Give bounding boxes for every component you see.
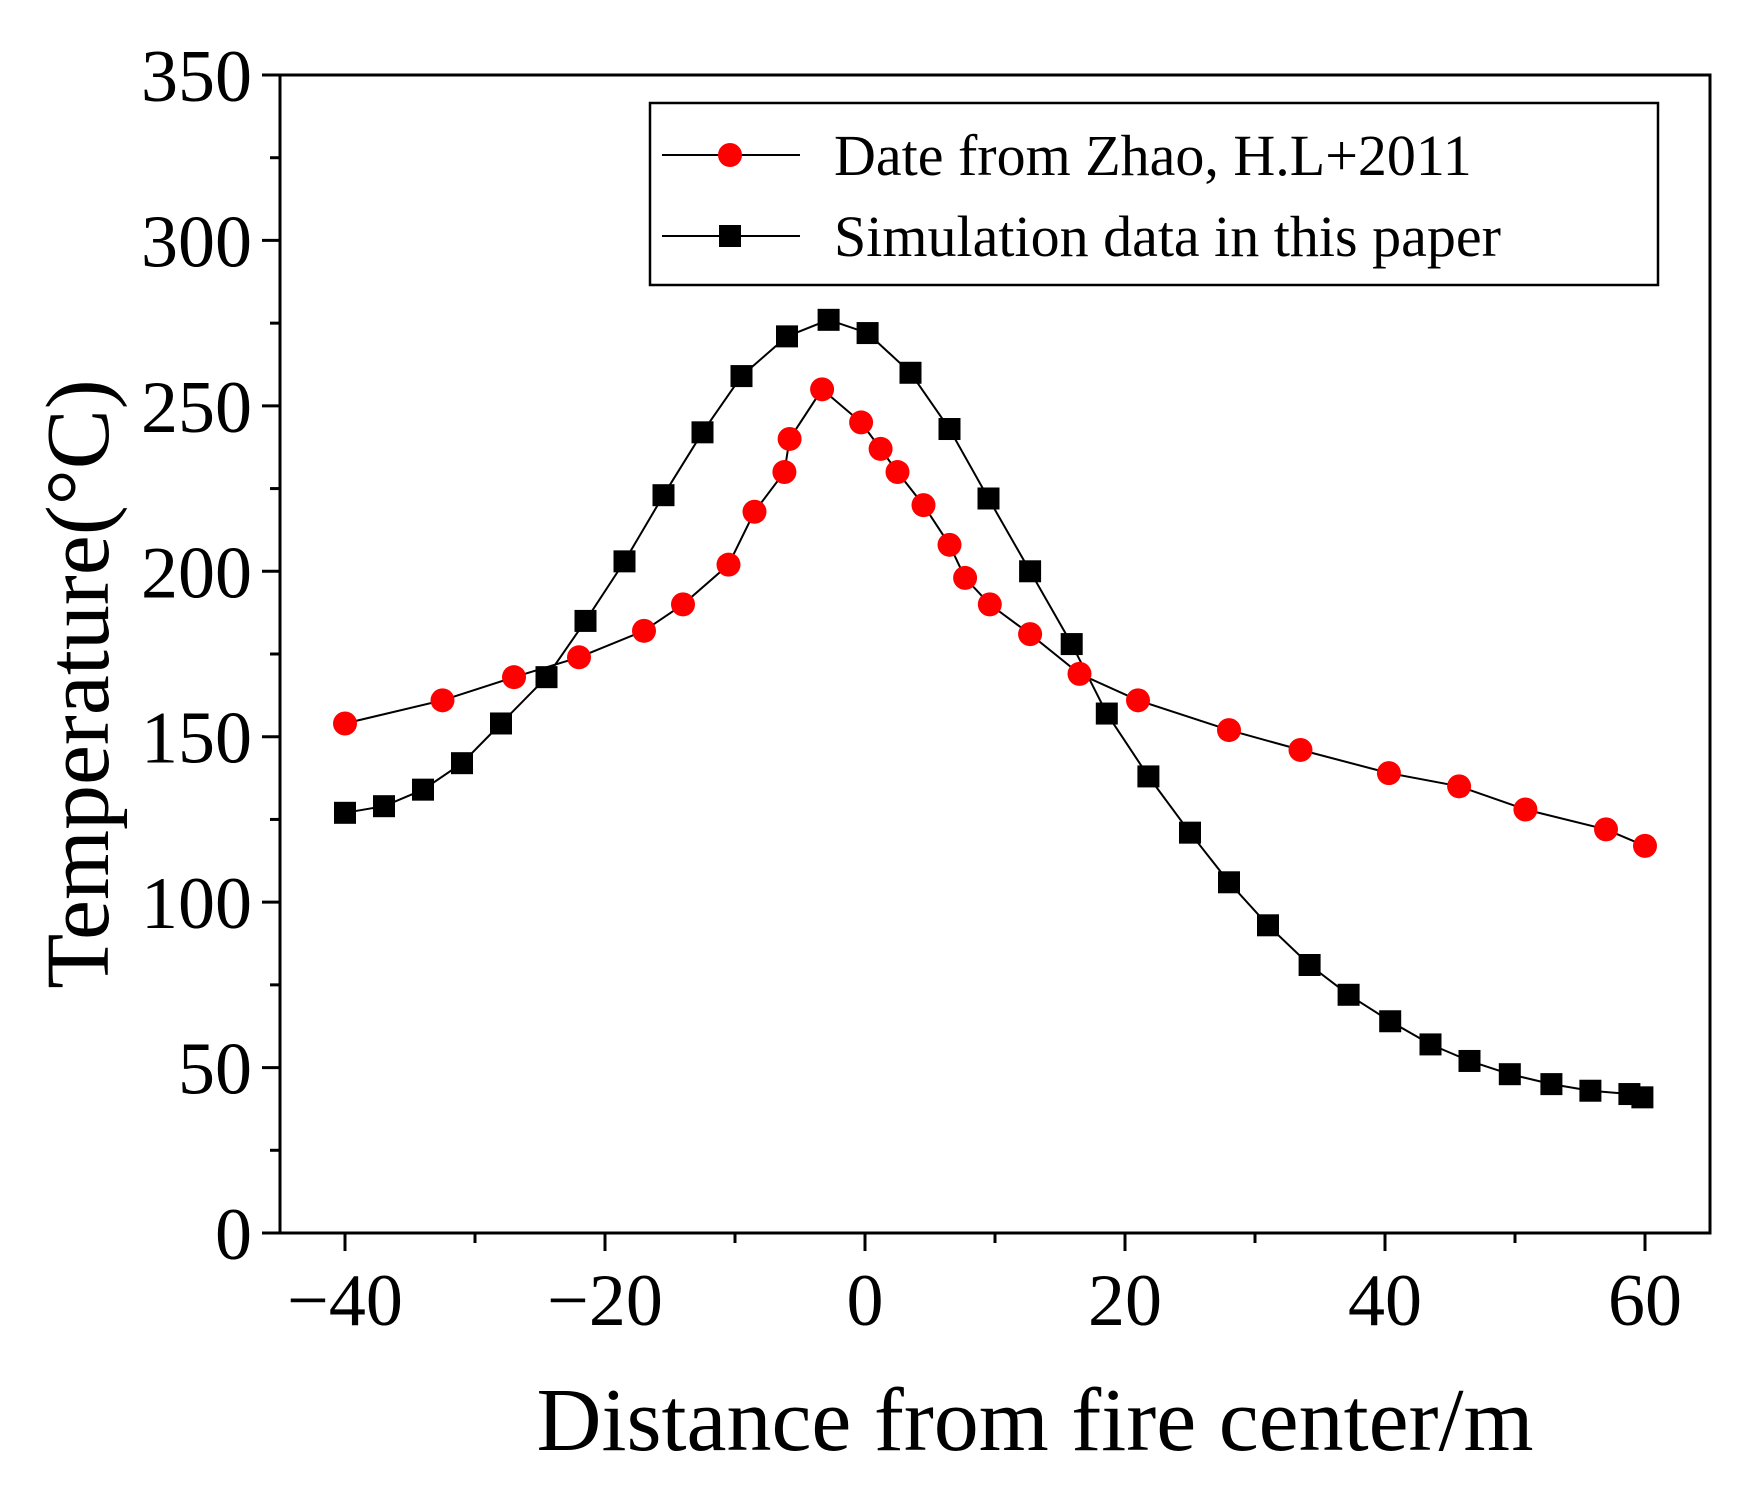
x-tick-label: −20 [547,1260,663,1342]
tick-labels: −40 −20 0 20 40 60 0 50 100 150 200 250 300 350 [141,36,1682,1342]
data-point-square [613,550,636,573]
y-tick-label: 100 [141,863,252,945]
data-point-circle [1594,817,1618,842]
data-point-square [1218,871,1240,894]
series-line [344,387,1646,847]
series-simulation [334,308,1654,1109]
data-point-circle [333,711,357,736]
legend: Date from Zhao, H.L+2011 Simulation data … [648,101,1660,287]
data-point-square [373,795,395,818]
data-point-square [1137,765,1160,788]
data-point-circle [567,645,591,670]
data-point-square [1019,560,1042,583]
data-point-square [938,418,961,441]
data-point-circle [430,688,455,713]
data-point-circle [1067,661,1092,686]
data-point-square [730,365,753,388]
data-point-square [412,778,434,801]
x-tick-label: −40 [287,1260,403,1342]
data-point-circle [1376,761,1401,786]
y-tick-label: 150 [141,698,252,780]
y-tick-label: 200 [141,532,252,614]
data-point-square [1540,1073,1563,1096]
data-point-square [334,801,356,824]
data-point-circle [977,592,1002,617]
data-point-square [1498,1063,1521,1086]
data-point-circle [868,436,893,461]
data-point-square [1095,702,1118,725]
data-point-square [535,666,558,689]
data-point-circle [671,592,695,617]
y-tick-label: 300 [141,201,252,283]
data-point-square [856,322,879,345]
data-point-circle [1447,774,1472,799]
series-layer [333,308,1657,1109]
data-point-square [652,484,675,507]
series-zhao-2011 [333,377,1657,858]
data-point-circle [502,665,526,690]
data-point-circle [911,493,936,518]
data-point-square [1257,914,1279,937]
plot-frame [278,73,1712,1235]
y-tick-label: 250 [141,367,252,449]
y-tick-label: 350 [141,36,252,118]
data-point-circle [742,499,767,524]
data-point-circle [1018,622,1043,647]
legend-marker-square [719,225,741,247]
y-tick-label: 0 [215,1194,252,1276]
data-point-circle [1217,718,1241,743]
legend-label: Simulation data in this paper [834,204,1501,269]
data-point-square [490,712,512,735]
legend-label: Date from Zhao, H.L+2011 [834,123,1472,188]
data-point-square [451,752,473,775]
x-tick-label: 0 [847,1260,884,1342]
data-point-circle [772,460,797,485]
data-point-circle [937,532,962,557]
data-point-circle [1513,797,1538,822]
data-point-circle [885,460,910,485]
data-point-square [977,487,1000,510]
y-axis-title: Temperature(°C) [29,379,128,988]
legend-entry: Date from Zhao, H.L+2011 [662,123,1472,188]
data-point-circle [953,565,978,590]
data-point-square [899,361,922,384]
data-point-circle [849,410,874,435]
legend-box [648,101,1660,287]
data-point-circle [1288,737,1313,762]
data-point-square [691,421,714,444]
data-point-square [1379,1010,1402,1033]
data-point-circle [632,618,656,643]
x-axis-title: Distance from fire center/m [536,1371,1533,1470]
data-point-circle [1126,688,1150,713]
x-tick-label: 40 [1348,1260,1422,1342]
data-point-square [1631,1086,1654,1109]
data-point-square [776,325,798,348]
data-point-circle [810,377,835,402]
data-point-square [1419,1033,1442,1056]
y-tick-label: 50 [178,1029,252,1111]
data-point-circle [1633,833,1657,858]
data-point-circle [777,426,802,451]
data-point-square [1579,1079,1602,1102]
data-point-square [817,308,840,331]
data-point-square [1458,1049,1481,1072]
data-point-square [1337,983,1360,1006]
data-point-square [1060,633,1083,656]
series-line [344,318,1643,1099]
x-tick-label: 20 [1088,1260,1162,1342]
legend-entries: Date from Zhao, H.L+2011 Simulation data … [662,123,1501,269]
data-point-square [574,609,597,632]
data-point-square [1298,954,1321,977]
data-point-circle [716,552,741,577]
legend-entry: Simulation data in this paper [662,204,1501,269]
legend-marker-circle [718,143,742,167]
x-tick-label: 60 [1608,1260,1682,1342]
axis-ticks [262,73,1647,1251]
data-point-square [1179,821,1201,844]
